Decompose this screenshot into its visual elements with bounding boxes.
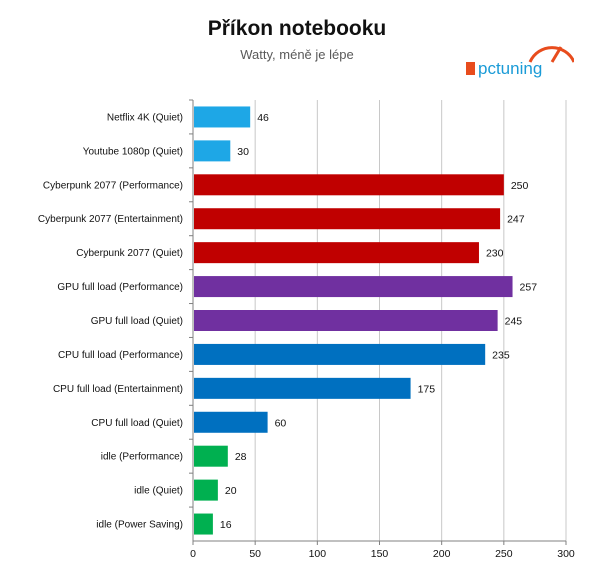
x-tick-label: 50 xyxy=(249,548,261,560)
chart-title: Příkon notebooku xyxy=(207,17,387,40)
category-label: CPU full load (Quiet) xyxy=(91,418,183,429)
gauge-arc-icon xyxy=(528,46,576,63)
bar xyxy=(194,343,486,365)
category-label: Cyberpunk 2077 (Entertainment) xyxy=(38,214,183,225)
pctuning-logo: pctuning xyxy=(464,36,576,82)
x-tick-label: 150 xyxy=(371,548,389,560)
data-label: 257 xyxy=(520,282,538,294)
data-label: 235 xyxy=(492,349,510,361)
category-label: CPU full load (Performance) xyxy=(58,350,183,361)
data-label: 46 xyxy=(257,112,269,124)
category-label: Cyberpunk 2077 (Quiet) xyxy=(76,248,183,259)
category-label: Cyberpunk 2077 (Performance) xyxy=(43,180,183,191)
bar xyxy=(194,377,411,399)
bar xyxy=(194,242,479,264)
bar xyxy=(194,106,251,128)
data-label: 30 xyxy=(237,146,249,158)
category-label: idle (Power Saving) xyxy=(96,520,183,531)
category-label: Youtube 1080p (Quiet) xyxy=(83,146,183,157)
data-label: 250 xyxy=(511,180,529,192)
bar xyxy=(194,310,498,331)
bar xyxy=(194,140,231,162)
labels: 0 50 100 150 200 250 300 Netflix 4K (Quiet) 46 Yo… xyxy=(38,112,575,560)
data-label: 16 xyxy=(220,519,232,531)
x-tick-label: 200 xyxy=(433,548,451,560)
data-label: 247 xyxy=(507,214,525,226)
data-label: 245 xyxy=(505,316,523,328)
logo-square-icon xyxy=(466,62,475,75)
category-label: GPU full load (Performance) xyxy=(57,282,183,293)
bar xyxy=(194,276,513,298)
gauge-needle-icon xyxy=(550,46,563,63)
category-label: idle (Performance) xyxy=(101,452,183,463)
x-tick-label: 100 xyxy=(309,548,327,560)
x-tick-label: 300 xyxy=(557,548,575,560)
chart-subtitle: Watty, méně je lépe xyxy=(240,47,354,62)
category-label: CPU full load (Entertainment) xyxy=(53,384,183,395)
logo-text: pctuning xyxy=(478,59,542,78)
axes xyxy=(189,99,567,545)
data-label: 175 xyxy=(418,383,436,395)
x-tick-label: 0 xyxy=(190,548,196,560)
category-label: GPU full load (Quiet) xyxy=(91,316,183,327)
data-label: 230 xyxy=(486,248,504,260)
bar xyxy=(194,174,504,196)
bar xyxy=(194,445,228,467)
data-label: 28 xyxy=(235,451,247,463)
category-label: idle (Quiet) xyxy=(134,486,183,497)
category-label: Netflix 4K (Quiet) xyxy=(107,112,183,123)
data-label: 20 xyxy=(225,485,237,497)
x-tick-label: 250 xyxy=(495,548,513,560)
bar xyxy=(194,411,268,433)
data-label: 60 xyxy=(275,417,287,429)
bar xyxy=(194,513,213,535)
bar xyxy=(194,479,218,501)
bars xyxy=(194,106,513,535)
bar xyxy=(194,208,501,230)
